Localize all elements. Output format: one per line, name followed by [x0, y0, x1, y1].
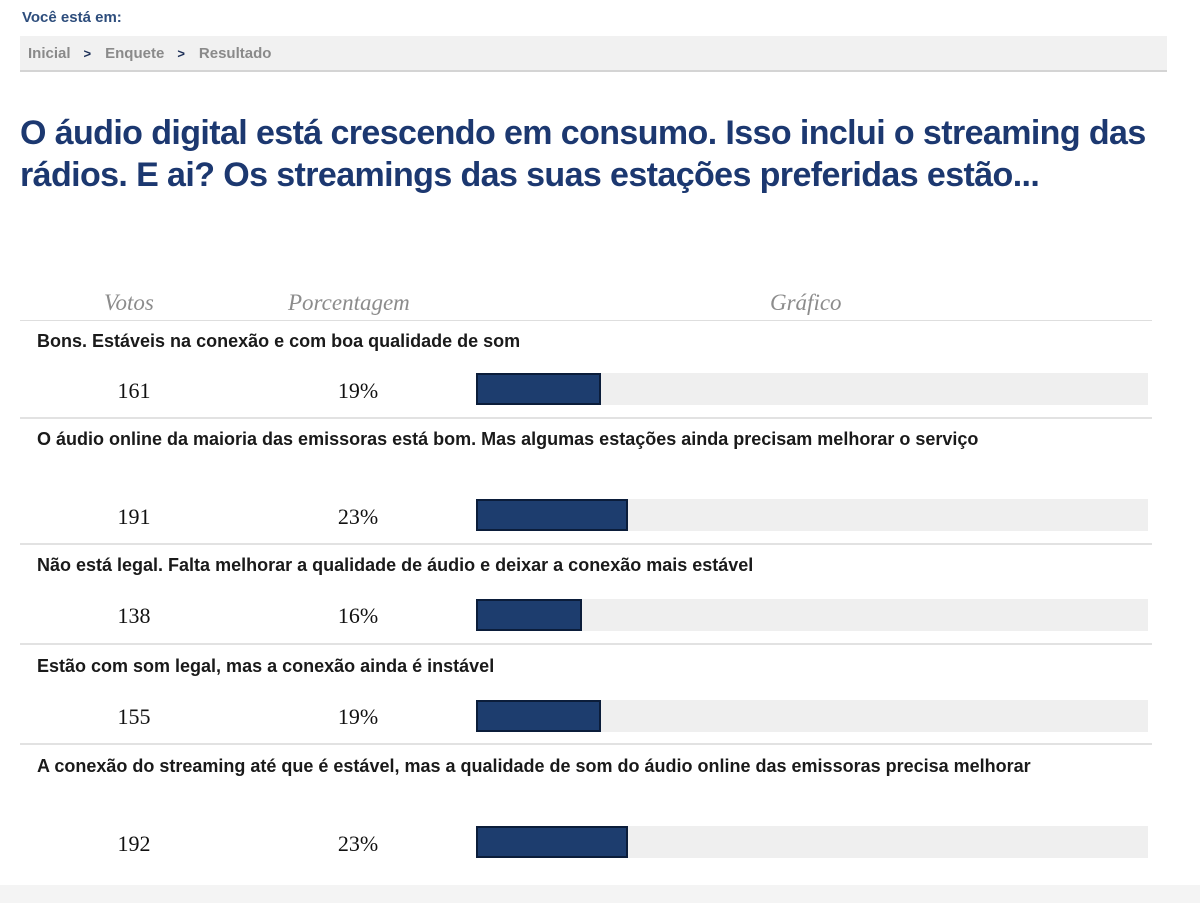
page-bottom-edge: [0, 885, 1200, 903]
percent-column-header: Porcentagem: [288, 290, 410, 315]
result-bar-track: [476, 599, 1148, 631]
result-bar-track: [476, 700, 1148, 732]
vote-percent: 23%: [337, 831, 379, 856]
breadcrumb: Inicial > Enquete > Resultado: [20, 36, 1167, 72]
result-row: A conexão do streaming até que é estável…: [20, 745, 1152, 873]
vote-count: 155: [117, 704, 151, 729]
answer-label: Bons. Estáveis na conexão e com boa qual…: [37, 331, 521, 351]
breadcrumb-separator: >: [177, 45, 185, 61]
result-bar: [476, 373, 601, 405]
vote-percent: 19%: [337, 378, 379, 403]
vote-count: 161: [117, 378, 151, 403]
result-bar-track: [476, 373, 1148, 405]
poll-question-title: O áudio digital está crescendo em consum…: [20, 114, 1146, 194]
result-bar: [476, 499, 628, 531]
breadcrumb-separator: >: [83, 45, 92, 61]
vote-count: 138: [117, 603, 151, 628]
location-label: Você está em:: [22, 9, 122, 26]
result-row: Não está legal. Falta melhorar a qualida…: [20, 545, 1152, 645]
answer-label: A conexão do streaming até que é estável…: [37, 756, 1031, 776]
chart-column-header: Gráfico: [770, 290, 842, 315]
header-divider: [20, 320, 1152, 321]
result-bar: [476, 599, 582, 631]
result-bar-track: [476, 826, 1148, 858]
answer-label: Não está legal. Falta melhorar a qualida…: [37, 555, 754, 575]
vote-percent: 19%: [337, 704, 379, 729]
breadcrumb-current-resultado: Resultado: [198, 44, 272, 62]
breadcrumb-inicial-link[interactable]: Inicial: [28, 44, 71, 62]
result-bar: [476, 700, 601, 732]
vote-count: 192: [117, 831, 151, 856]
vote-percent: 16%: [337, 603, 379, 628]
result-row: Bons. Estáveis na conexão e com boa qual…: [20, 322, 1152, 419]
result-bar: [476, 826, 628, 858]
result-bar-track: [476, 499, 1148, 531]
vote-count: 191: [117, 504, 151, 529]
votes-column-header: Votos: [104, 290, 154, 315]
answer-label: O áudio online da maioria das emissoras …: [37, 429, 979, 449]
answer-label: Estão com som legal, mas a conexão ainda…: [37, 656, 495, 676]
result-row: O áudio online da maioria das emissoras …: [20, 419, 1152, 545]
breadcrumb-enquete-link[interactable]: Enquete: [105, 44, 165, 62]
result-row: Estão com som legal, mas a conexão ainda…: [20, 645, 1152, 745]
vote-percent: 23%: [337, 504, 379, 529]
